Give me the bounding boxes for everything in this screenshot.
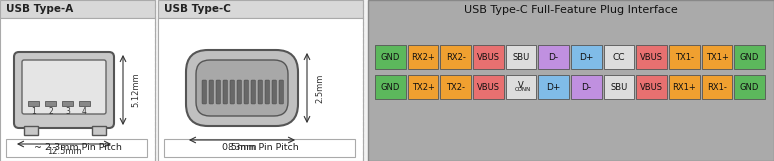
Text: 1: 1 [31,106,36,115]
Text: 2.5mm: 2.5mm [316,73,324,103]
Bar [6,139,147,157]
Bar [28,101,39,106]
Text: RX2+: RX2+ [411,52,435,62]
FancyBboxPatch shape [279,80,283,104]
Text: D+: D+ [579,52,594,62]
FancyBboxPatch shape [272,80,276,104]
Bar [702,75,732,99]
Bar [505,45,536,69]
Bar [45,101,56,106]
FancyBboxPatch shape [265,80,269,104]
Bar [473,45,504,69]
FancyBboxPatch shape [209,80,214,104]
Text: 2: 2 [48,106,53,115]
Bar [539,75,569,99]
FancyBboxPatch shape [202,80,207,104]
Bar [164,139,355,157]
Text: TX1+: TX1+ [706,52,728,62]
Text: TX1-: TX1- [675,52,694,62]
Text: USB Type-C Full-Feature Plug Interface: USB Type-C Full-Feature Plug Interface [464,5,678,15]
FancyBboxPatch shape [258,80,262,104]
Bar [604,45,635,69]
Bar [79,101,90,106]
Bar [368,0,774,161]
Bar [92,126,106,135]
Bar [571,45,601,69]
FancyBboxPatch shape [14,52,114,128]
Bar [473,75,504,99]
FancyBboxPatch shape [237,80,241,104]
FancyBboxPatch shape [244,80,248,104]
Bar [158,0,363,18]
Text: 0.5mm Pin Pitch: 0.5mm Pin Pitch [222,143,299,152]
Text: VBUS: VBUS [477,52,500,62]
Text: RX1+: RX1+ [673,82,696,91]
Bar [408,45,438,69]
Bar [539,45,569,69]
Bar [669,75,700,99]
Text: USB Type-C: USB Type-C [164,4,231,14]
Text: 12.5mm: 12.5mm [46,147,81,156]
Text: CONN: CONN [515,86,531,91]
Text: D-: D- [549,52,559,62]
Bar [636,45,667,69]
FancyBboxPatch shape [223,80,228,104]
Text: 8.3mm: 8.3mm [228,142,257,152]
Text: GND: GND [740,82,759,91]
Text: V: V [518,80,524,90]
Text: SBU: SBU [611,82,628,91]
Text: D-: D- [581,82,591,91]
Bar [375,75,406,99]
Bar [62,101,73,106]
Text: RX1-: RX1- [707,82,727,91]
Text: 4: 4 [82,106,87,115]
FancyBboxPatch shape [186,50,298,126]
FancyBboxPatch shape [251,80,255,104]
Bar [440,45,471,69]
Text: TX2+: TX2+ [412,82,434,91]
Text: 3: 3 [65,106,70,115]
Bar [375,45,406,69]
Bar [505,75,536,99]
Bar [735,45,765,69]
Bar [158,18,363,161]
Bar [0,18,155,161]
Bar [636,75,667,99]
FancyBboxPatch shape [196,60,288,116]
Bar [0,0,155,18]
Text: RX2-: RX2- [446,52,466,62]
Bar [24,126,38,135]
Text: GND: GND [381,52,400,62]
Bar [735,75,765,99]
Text: 5.12mm: 5.12mm [132,73,141,107]
Bar [604,75,635,99]
Bar [408,75,438,99]
Text: TX2-: TX2- [446,82,465,91]
Text: GND: GND [381,82,400,91]
Text: SBU: SBU [512,52,529,62]
Text: D+: D+ [546,82,561,91]
Text: CC: CC [613,52,625,62]
FancyBboxPatch shape [22,60,106,114]
Text: VBUS: VBUS [640,52,663,62]
Text: USB Type-A: USB Type-A [6,4,74,14]
Text: VBUS: VBUS [640,82,663,91]
Bar [669,45,700,69]
Text: ~ 2.3mm Pin Pitch: ~ 2.3mm Pin Pitch [33,143,122,152]
Bar [440,75,471,99]
FancyBboxPatch shape [230,80,235,104]
Bar [702,45,732,69]
FancyBboxPatch shape [216,80,221,104]
Text: GND: GND [740,52,759,62]
Text: VBUS: VBUS [477,82,500,91]
Bar [571,75,601,99]
